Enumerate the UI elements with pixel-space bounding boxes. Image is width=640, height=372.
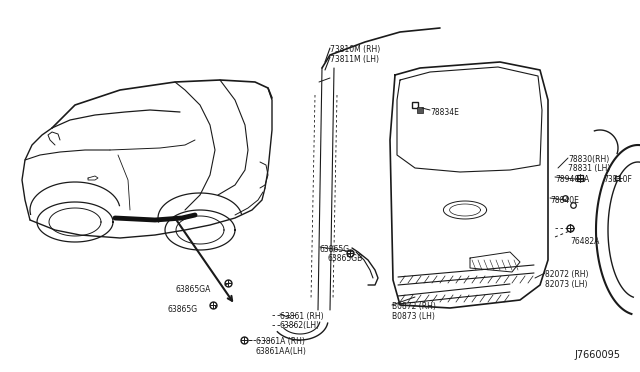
Text: 63865G: 63865G <box>320 245 350 254</box>
Text: J7660095: J7660095 <box>574 350 620 360</box>
Text: 63862(LH): 63862(LH) <box>280 321 320 330</box>
Text: 63865GA: 63865GA <box>175 285 211 294</box>
Text: 78840E: 78840E <box>550 196 579 205</box>
Text: 73811M (LH): 73811M (LH) <box>330 55 379 64</box>
Text: 78834E: 78834E <box>430 108 459 117</box>
Text: 63861AA(LH): 63861AA(LH) <box>256 347 307 356</box>
Text: 76482A: 76482A <box>570 237 600 246</box>
Text: B0873 (LH): B0873 (LH) <box>392 312 435 321</box>
Text: 63865GB: 63865GB <box>327 254 362 263</box>
Text: 63861 (RH): 63861 (RH) <box>280 312 324 321</box>
Text: 73810M (RH): 73810M (RH) <box>330 45 380 54</box>
Text: 78940EA: 78940EA <box>555 175 589 184</box>
Text: 78830(RH): 78830(RH) <box>568 155 609 164</box>
Text: 82073 (LH): 82073 (LH) <box>545 280 588 289</box>
Text: 78831 (LH): 78831 (LH) <box>568 164 611 173</box>
Text: 63861A (RH): 63861A (RH) <box>256 337 305 346</box>
Text: 73B10F: 73B10F <box>603 175 632 184</box>
Text: 82072 (RH): 82072 (RH) <box>545 270 589 279</box>
Text: B0872 (RH): B0872 (RH) <box>392 302 436 311</box>
Text: 63865G: 63865G <box>168 305 198 314</box>
